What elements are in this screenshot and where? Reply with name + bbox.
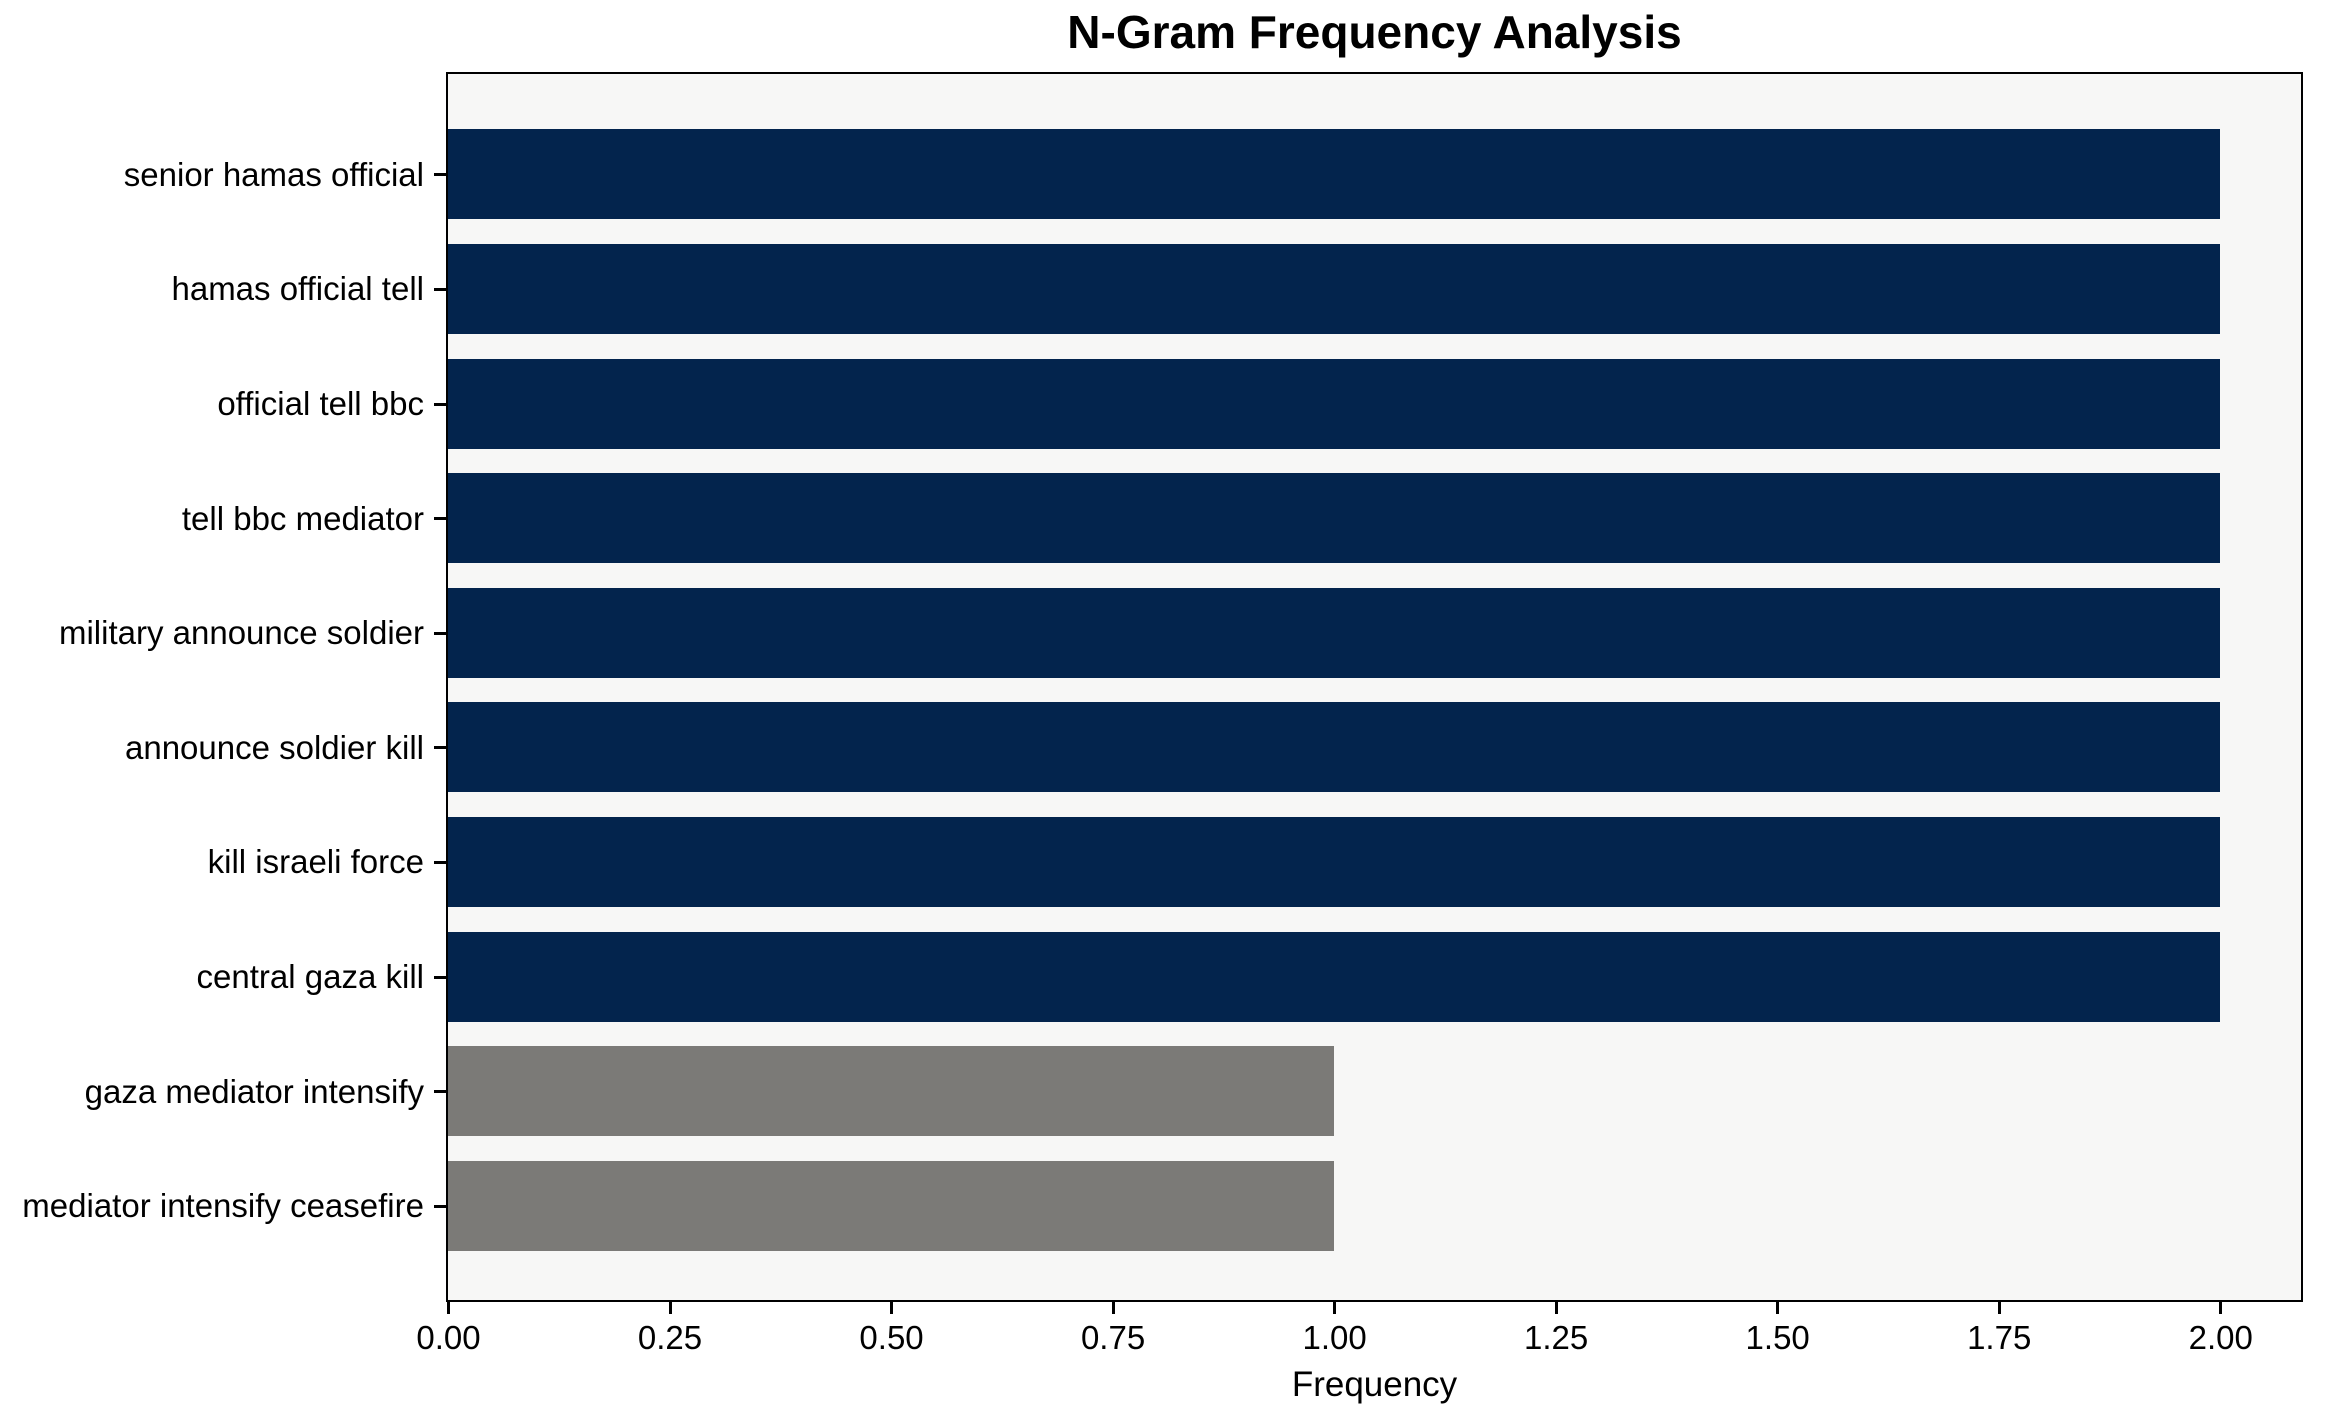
- y-tick-label: gaza mediator intensify: [84, 1072, 424, 1110]
- x-tick-label: 1.00: [1302, 1319, 1367, 1356]
- y-tick-label: tell bbc mediator: [181, 499, 424, 537]
- x-tick-mark: [1554, 1302, 1558, 1314]
- x-tick-mark: [890, 1302, 894, 1314]
- y-tick-label: senior hamas official: [123, 155, 424, 193]
- plot-area: [446, 72, 2303, 1302]
- y-tick-mark: [434, 631, 446, 635]
- y-tick-mark: [434, 1204, 446, 1208]
- x-tick-label: 0.25: [637, 1319, 703, 1356]
- y-tick-label: official tell bbc: [217, 385, 424, 422]
- x-tick-mark: [668, 1302, 672, 1314]
- y-tick-label: kill israeli force: [207, 843, 424, 881]
- x-tick-mark: [2219, 1302, 2223, 1314]
- y-tick-label: announce soldier kill: [124, 728, 424, 766]
- y-tick-label: hamas official tell: [171, 270, 424, 308]
- bar: [448, 931, 2221, 1022]
- x-tick-mark: [1997, 1302, 2001, 1314]
- y-tick-label: military announce soldier: [58, 614, 424, 652]
- y-tick-mark: [434, 287, 446, 291]
- bar: [448, 587, 2221, 678]
- y-tick-label: mediator intensify ceasefire: [22, 1187, 424, 1225]
- x-tick-mark: [447, 1302, 450, 1314]
- x-tick-label: 0.75: [1080, 1319, 1146, 1356]
- x-tick-mark: [1776, 1302, 1780, 1314]
- y-tick-mark: [434, 860, 446, 864]
- x-axis-label: Frequency: [1291, 1365, 1458, 1404]
- y-tick-mark: [434, 173, 446, 177]
- bar: [448, 1046, 1335, 1137]
- x-tick-label: 0.00: [416, 1319, 481, 1356]
- y-tick-mark: [434, 746, 446, 750]
- y-tick-mark: [434, 975, 446, 979]
- bar: [448, 473, 2221, 564]
- bar: [448, 702, 2221, 793]
- bar: [448, 243, 2221, 334]
- x-tick-label: 2.00: [2188, 1319, 2253, 1356]
- x-tick-mark: [1333, 1302, 1337, 1314]
- x-tick-label: 0.50: [859, 1319, 924, 1356]
- x-tick-mark: [1111, 1302, 1115, 1314]
- y-tick-mark: [434, 517, 446, 521]
- x-tick-label: 1.25: [1524, 1319, 1589, 1356]
- x-tick-label: 1.75: [1967, 1319, 2032, 1356]
- x-tick-label: 1.50: [1745, 1319, 1810, 1356]
- y-tick-mark: [434, 402, 446, 406]
- bar: [448, 358, 2221, 449]
- chart-title: N-Gram Frequency Analysis: [1067, 6, 1682, 58]
- bar: [448, 816, 2221, 907]
- bar: [448, 129, 2221, 220]
- bar: [448, 1160, 1335, 1251]
- y-tick-mark: [434, 1090, 446, 1094]
- y-tick-label: central gaza kill: [196, 958, 424, 995]
